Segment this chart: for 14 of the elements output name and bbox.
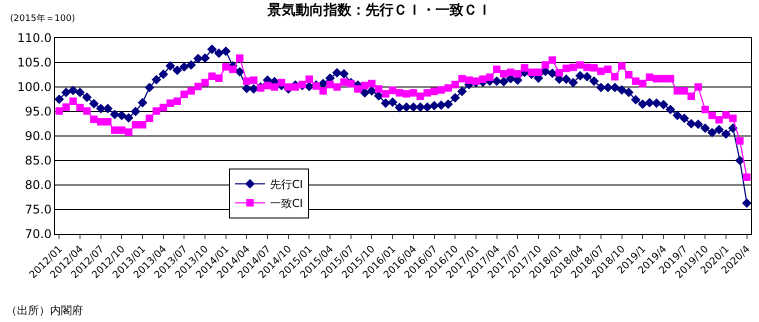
y-tick-label: 110.0	[17, 31, 52, 46]
text: （出所）内閣府	[6, 304, 83, 317]
text: (2015年＝100)	[10, 13, 76, 24]
y-tick-label: 80.0	[24, 178, 52, 192]
y-tick-label: 85.0	[24, 154, 52, 168]
chart-title: 景気動向指数：先行ＣＩ・一致ＣＩ	[266, 2, 492, 19]
y-tick-label: 95.0	[24, 104, 52, 119]
y-tick-label: 75.0	[24, 202, 52, 217]
y-tick-label: 70.0	[24, 227, 52, 242]
y-tick-label: 105.0	[17, 56, 52, 70]
y-tick-label: 100.0	[17, 80, 52, 94]
y-tick-label: 90.0	[24, 129, 52, 144]
legend-label: 先行CI	[270, 178, 303, 192]
legend-label: 一致CI	[270, 197, 303, 210]
